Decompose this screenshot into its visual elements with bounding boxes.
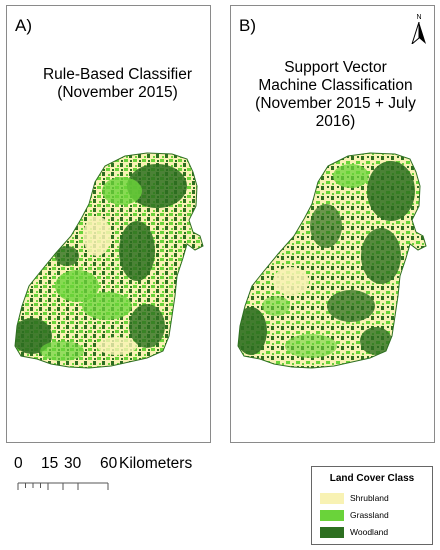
panel-title: Support Vector Machine Classification (N… xyxy=(255,59,416,130)
scale-bar: 0 15 30 60 Kilometers xyxy=(14,455,214,497)
legend-swatch xyxy=(320,509,344,521)
scale-tick-label: 0 xyxy=(14,455,23,472)
classification-map-b xyxy=(237,152,427,369)
legend-swatch xyxy=(320,492,344,504)
north-letter: N xyxy=(416,14,422,21)
legend-item-grassland: Grassland xyxy=(320,509,389,521)
panel-title: Rule-Based Classifier (November 2015) xyxy=(42,66,193,101)
scale-tick-label: 60 xyxy=(100,455,118,472)
map-panel-a: A) Rule-Based Classifier (November 2015) xyxy=(6,5,211,443)
map-panel-b: B) Support Vector Machine Classification… xyxy=(230,5,435,443)
scale-unit-label: Kilometers xyxy=(119,455,193,472)
legend-item-shrubland: Shrubland xyxy=(320,492,389,504)
panel-letter: B) xyxy=(239,16,256,35)
legend: Land Cover Class Shrubland Grassland Woo… xyxy=(311,466,433,545)
legend-title: Land Cover Class xyxy=(329,473,415,484)
panel-letter: A) xyxy=(15,16,32,35)
scale-tick-label: 30 xyxy=(64,455,82,472)
scale-tick-label: 15 xyxy=(41,455,59,472)
legend-label: Grassland xyxy=(350,510,389,520)
legend-label: Woodland xyxy=(350,527,389,537)
north-arrow-icon xyxy=(410,21,426,46)
scale-bar-ruler xyxy=(17,482,109,490)
legend-item-woodland: Woodland xyxy=(320,526,388,538)
north-arrow: N xyxy=(410,14,428,49)
legend-label: Shrubland xyxy=(350,493,389,503)
legend-swatch xyxy=(320,526,344,538)
classification-map-a xyxy=(14,152,204,369)
